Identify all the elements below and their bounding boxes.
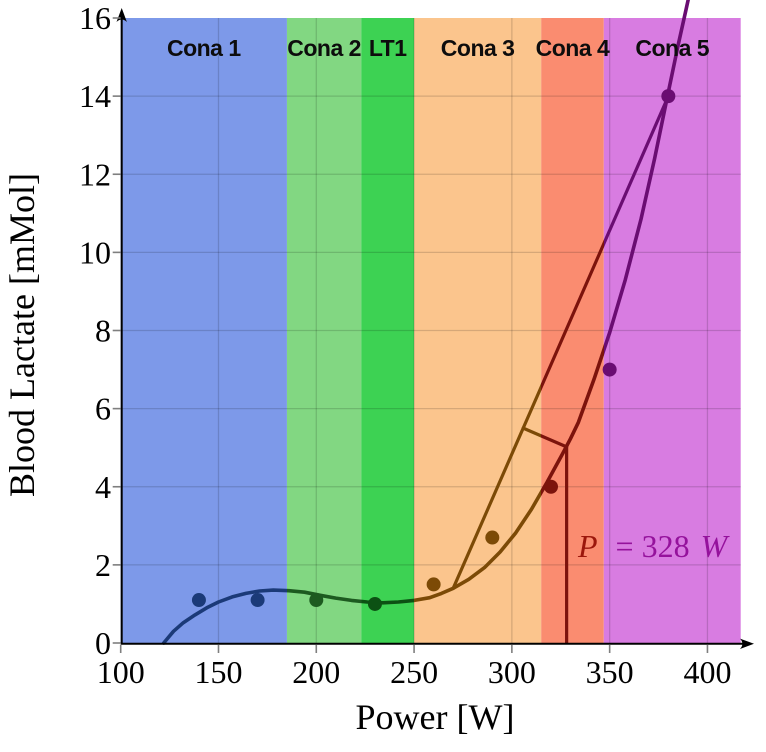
y-tick-label: 4 bbox=[95, 469, 111, 505]
zone-label-cona-1: Cona 1 bbox=[167, 35, 241, 61]
data-points bbox=[191, 89, 676, 611]
zone-band-cona-1 bbox=[120, 18, 287, 643]
threshold-label-eq: = 328 bbox=[616, 528, 690, 564]
x-tick-label: 100 bbox=[97, 654, 145, 690]
zone-band-cona-2 bbox=[286, 18, 362, 643]
data-point bbox=[602, 362, 617, 377]
zone-labels: Cona 1 Cona 2 LT1 Cona 3 Cona 4 Cona 5 bbox=[167, 35, 710, 61]
zone-band-cona-4 bbox=[541, 18, 604, 643]
x-tick-label: 300 bbox=[488, 654, 536, 690]
y-tick-label: 14 bbox=[79, 78, 111, 114]
zone-label-cona-2: Cona 2 bbox=[287, 35, 361, 61]
chord-line bbox=[451, 94, 670, 590]
data-point bbox=[485, 530, 500, 545]
data-point bbox=[543, 479, 558, 494]
tick-labels: 100 150 200 250 300 350 400 0 2 4 6 8 10 12 14 16 bbox=[79, 0, 731, 690]
y-tick-label: 2 bbox=[95, 547, 111, 583]
x-axis-label: Power [W] bbox=[356, 697, 515, 737]
data-point bbox=[367, 596, 382, 611]
data-point bbox=[309, 593, 324, 608]
y-tick-label: 8 bbox=[95, 313, 111, 349]
x-tick-label: 250 bbox=[390, 654, 438, 690]
y-tick-label: 6 bbox=[95, 391, 111, 427]
fit-curve-group bbox=[161, 0, 690, 645]
zone-band-lt1 bbox=[361, 18, 415, 643]
perpendicular-segment bbox=[521, 426, 569, 449]
x-tick-label: 350 bbox=[586, 654, 634, 690]
x-tick-label: 400 bbox=[683, 654, 731, 690]
threshold-label: P = 328 W bbox=[577, 528, 731, 564]
zone-label-lt1: LT1 bbox=[369, 35, 407, 61]
zone-label-cona-3: Cona 3 bbox=[441, 35, 515, 61]
y-tick-label: 16 bbox=[79, 0, 111, 36]
threshold-label-w: W bbox=[701, 528, 731, 564]
zone-label-cona-4: Cona 4 bbox=[536, 35, 610, 61]
y-tick-label: 12 bbox=[79, 156, 111, 192]
data-point bbox=[661, 89, 676, 104]
data-point bbox=[250, 593, 265, 608]
y-axis-label: Blood Lactate [mMol] bbox=[2, 173, 42, 497]
zone-band-cona-3 bbox=[414, 18, 542, 643]
zone-label-cona-5: Cona 5 bbox=[635, 35, 709, 61]
zone-bands bbox=[120, 18, 741, 643]
x-tick-label: 200 bbox=[292, 654, 340, 690]
threshold-construction bbox=[451, 94, 670, 643]
threshold-label-p: P bbox=[577, 528, 598, 564]
y-tick-label: 0 bbox=[95, 625, 111, 661]
y-tick-label: 10 bbox=[79, 234, 111, 270]
data-point bbox=[426, 577, 441, 592]
axes bbox=[112, 8, 754, 653]
x-axis-arrow bbox=[740, 638, 754, 649]
x-tick-label: 150 bbox=[194, 654, 242, 690]
data-point bbox=[191, 593, 206, 608]
fit-curve bbox=[161, 0, 690, 645]
zone-band-cona-5 bbox=[603, 18, 741, 643]
